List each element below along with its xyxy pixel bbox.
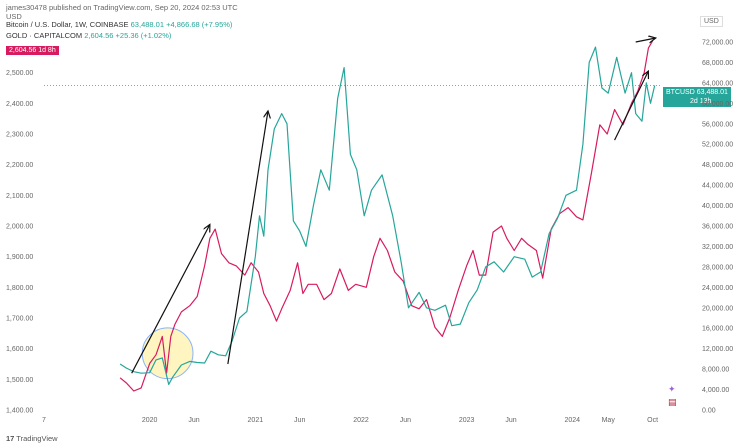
us-flag-icon[interactable]: ▤ xyxy=(668,397,677,407)
publish-info: james30478 published on TradingView.com,… xyxy=(6,3,238,12)
x-tick-label: 7 xyxy=(42,417,46,424)
x-tick-label: Oct xyxy=(647,417,658,424)
left-tick-label: 2,100.00 xyxy=(6,193,33,200)
left-tick-label: 2,300.00 xyxy=(6,132,33,139)
right-axis-ticks: 0.00 4,000.00 8,000.00 12,000.00 16,000.00 20… xyxy=(702,40,733,415)
gold-price-tag-time: 1d 8h xyxy=(38,47,56,54)
legend-gold[interactable]: GOLD · CAPITALCOM 2,604.56 +25.36 (+1.02… xyxy=(6,31,171,40)
left-tick-label: 1,900.00 xyxy=(6,254,33,261)
left-tick-label: 1,600.00 xyxy=(6,346,33,353)
legend-gold-change: +25.36 (+1.02%) xyxy=(115,31,172,40)
left-axis-ticks: 1,400.00 1,500.00 1,600.00 1,700.00 1,800.00… xyxy=(6,70,33,414)
tradingview-brand[interactable]: 17 TradingView xyxy=(6,434,58,443)
tradingview-logo-icon: 17 xyxy=(6,434,15,443)
left-tick-label: 1,800.00 xyxy=(6,285,33,292)
left-tick-label: 1,700.00 xyxy=(6,316,33,323)
right-tick-label: 0.00 xyxy=(702,408,716,415)
annotations-foreground xyxy=(131,38,656,374)
left-tick-label: 2,400.00 xyxy=(6,101,33,108)
legend-btc-symbol: Bitcoin / U.S. Dollar, 1W, COINBASE xyxy=(6,20,129,29)
right-tick-label: 32,000.00 xyxy=(702,244,733,251)
right-tick-label: 4,000.00 xyxy=(702,387,729,394)
trend-arrow xyxy=(227,111,268,365)
tradingview-brand-text: TradingView xyxy=(16,434,58,443)
gold-price-tag-left: 2,604.56 1d 8h xyxy=(6,46,59,55)
legend-btc[interactable]: Bitcoin / U.S. Dollar, 1W, COINBASE 63,4… xyxy=(6,20,232,29)
x-tick-label: Jun xyxy=(294,417,305,424)
series-lines xyxy=(119,40,656,392)
legend-btc-value: 63,488.01 xyxy=(130,20,165,29)
btc-price-tag-value: 63,488.01 xyxy=(696,89,728,96)
x-tick-label: Jun xyxy=(400,417,411,424)
legend-gold-value: 2,604.56 xyxy=(84,31,114,40)
x-axis-ticks: 7 2020 Jun 2021 Jun 2022 Jun 2023 Jun 2024 May Oct xyxy=(42,417,658,424)
right-tick-label: 48,000.00 xyxy=(702,162,733,169)
btc-price-tag: BTCUSD 63,488.01 2d 13h xyxy=(663,87,731,107)
left-axis-currency[interactable]: USD xyxy=(6,12,22,21)
gold-price-tag-value: 2,604.56 xyxy=(9,47,37,54)
btc-price-tag-label: BTCUSD xyxy=(666,89,695,96)
left-tick-label: 2,000.00 xyxy=(6,224,33,231)
right-tick-label: 28,000.00 xyxy=(702,264,733,271)
right-tick-label: 8,000.00 xyxy=(702,367,729,374)
sparkle-icon[interactable]: ✦ xyxy=(668,384,676,394)
right-tick-label: 56,000.00 xyxy=(702,121,733,128)
right-axis-currency[interactable]: USD xyxy=(700,16,723,27)
right-tick-label: 24,000.00 xyxy=(702,285,733,292)
x-tick-label: 2022 xyxy=(353,417,369,424)
right-tick-label: 12,000.00 xyxy=(702,346,733,353)
legend-btc-change: +4,866.68 (+7.95%) xyxy=(166,20,233,29)
series-line-gold xyxy=(119,40,654,392)
x-tick-label: 2021 xyxy=(248,417,264,424)
right-tick-label: 60,000.00 xyxy=(702,101,733,108)
trend-arrow xyxy=(635,38,656,42)
right-tick-label: 72,000.00 xyxy=(702,40,733,47)
x-tick-label: 2023 xyxy=(459,417,475,424)
left-tick-label: 1,500.00 xyxy=(6,377,33,384)
right-tick-label: 40,000.00 xyxy=(702,203,733,210)
right-tick-label: 44,000.00 xyxy=(702,183,733,190)
right-tick-label: 20,000.00 xyxy=(702,305,733,312)
trend-arrow xyxy=(131,224,210,374)
x-tick-label: 2024 xyxy=(565,417,581,424)
left-tick-label: 2,200.00 xyxy=(6,162,33,169)
x-tick-label: Jun xyxy=(188,417,199,424)
left-tick-label: 1,400.00 xyxy=(6,408,33,415)
right-tick-label: 36,000.00 xyxy=(702,224,733,231)
right-tick-label: 68,000.00 xyxy=(702,60,733,67)
legend-gold-symbol: GOLD · CAPITALCOM xyxy=(6,31,83,40)
x-tick-label: 2020 xyxy=(142,417,158,424)
btc-price-tag-time: 2d 13h xyxy=(690,98,712,105)
right-tick-label: 64,000.00 xyxy=(702,80,733,87)
x-tick-label: Jun xyxy=(505,417,516,424)
trend-arrow xyxy=(614,71,649,141)
left-tick-label: 2,500.00 xyxy=(6,70,33,77)
right-tick-label: 52,000.00 xyxy=(702,142,733,149)
series-line-btcusd xyxy=(119,46,656,385)
right-tick-label: 16,000.00 xyxy=(702,326,733,333)
x-tick-label: May xyxy=(602,417,616,424)
